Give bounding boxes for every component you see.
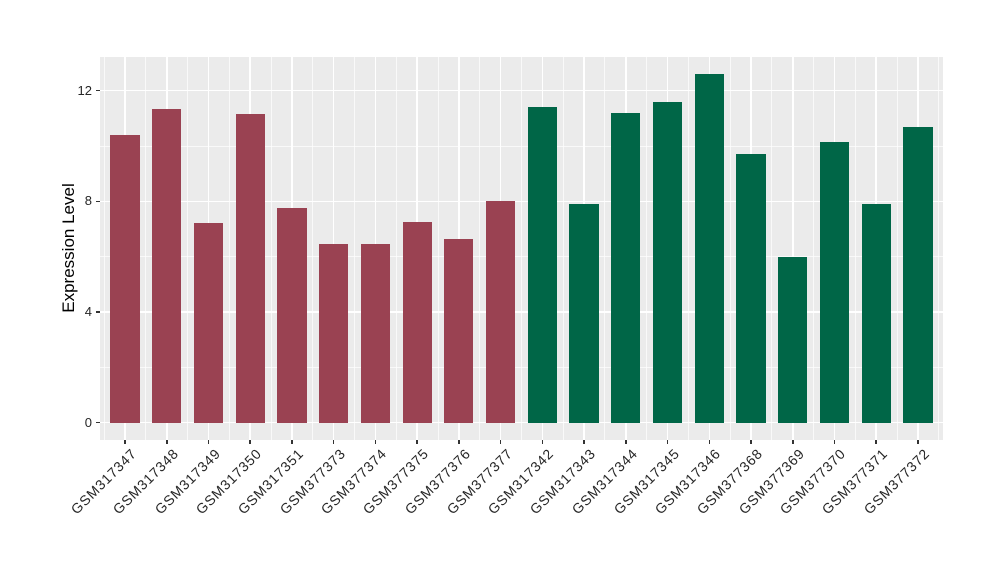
bar-GSM317348	[152, 108, 182, 423]
x-axis-tick	[875, 440, 877, 444]
bar-GSM377376	[444, 238, 474, 423]
gridline-x-minor	[103, 57, 105, 440]
bar-GSM377368	[736, 154, 766, 423]
gridline-x-minor	[270, 57, 272, 440]
gridline-x-minor	[604, 57, 606, 440]
bar-GSM377377	[486, 201, 516, 423]
x-axis-tick	[666, 440, 669, 444]
x-axis-tick	[708, 440, 711, 444]
bar-GSM317347	[110, 134, 140, 423]
bar-GSM377373	[319, 244, 349, 423]
bar-GSM317343	[569, 204, 599, 423]
bar-GSM317344	[611, 112, 641, 423]
x-axis-tick	[416, 440, 418, 444]
x-axis-tick	[541, 440, 544, 444]
x-axis-tick	[499, 440, 502, 444]
x-axis-tick	[332, 440, 335, 444]
x-axis-tick	[792, 440, 794, 444]
y-axis-tick	[96, 200, 100, 203]
gridline-x-major	[792, 57, 794, 440]
gridline-x-minor	[521, 57, 522, 440]
x-axis-tick	[833, 440, 836, 444]
bar-GSM377369	[778, 256, 808, 423]
gridline-x-minor	[646, 57, 648, 440]
bar-GSM317351	[277, 208, 307, 423]
gridline-x-minor	[395, 57, 397, 440]
gridline-x-minor	[479, 57, 481, 440]
bar-GSM377370	[819, 141, 850, 423]
plot-panel	[100, 57, 943, 440]
x-axis-tick	[917, 440, 919, 444]
bar-GSM317349	[193, 223, 224, 423]
x-axis-tick	[374, 440, 377, 444]
gridline-x-minor	[145, 57, 147, 440]
y-axis-tick	[96, 421, 100, 424]
x-axis-tick	[249, 440, 251, 444]
y-tick-label: 4	[84, 303, 92, 319]
y-tick-label: 12	[77, 82, 92, 98]
x-axis-tick	[207, 440, 210, 444]
x-axis-tick	[124, 440, 126, 444]
gridline-x-minor	[437, 57, 439, 440]
x-axis-tick	[750, 440, 752, 444]
bar-GSM317346	[694, 74, 724, 423]
gridline-x-minor	[312, 57, 314, 440]
gridline-x-minor	[771, 57, 773, 440]
y-axis-title: Expression Level	[59, 183, 78, 313]
bar-GSM317350	[235, 114, 265, 423]
y-tick-label: 0	[84, 414, 92, 430]
gridline-x-minor	[896, 57, 898, 440]
bar-GSM377371	[861, 204, 891, 423]
gridline-x-minor	[228, 57, 230, 440]
gridline-x-minor	[729, 57, 731, 440]
gridline-x-minor	[687, 57, 689, 440]
gridline-x-minor	[562, 57, 564, 440]
gridline-x-minor	[813, 57, 815, 440]
y-axis-tick	[96, 311, 100, 313]
x-axis-tick	[583, 440, 585, 444]
bar-GSM377372	[903, 126, 933, 423]
x-axis-tick	[166, 440, 168, 444]
x-axis-tick	[625, 440, 627, 444]
y-tick-label: 8	[84, 193, 92, 209]
x-axis-tick	[458, 440, 460, 444]
bar-GSM317345	[652, 101, 683, 423]
gridline-x-minor	[187, 57, 189, 440]
x-axis-tick	[291, 440, 293, 444]
bar-GSM377375	[402, 222, 432, 423]
gridline-x-minor	[854, 57, 856, 440]
bar-GSM317342	[527, 107, 557, 423]
gridline-x-minor	[938, 57, 940, 440]
bar-GSM377374	[360, 244, 391, 423]
y-axis-tick	[96, 89, 100, 92]
gridline-x-minor	[354, 57, 356, 440]
